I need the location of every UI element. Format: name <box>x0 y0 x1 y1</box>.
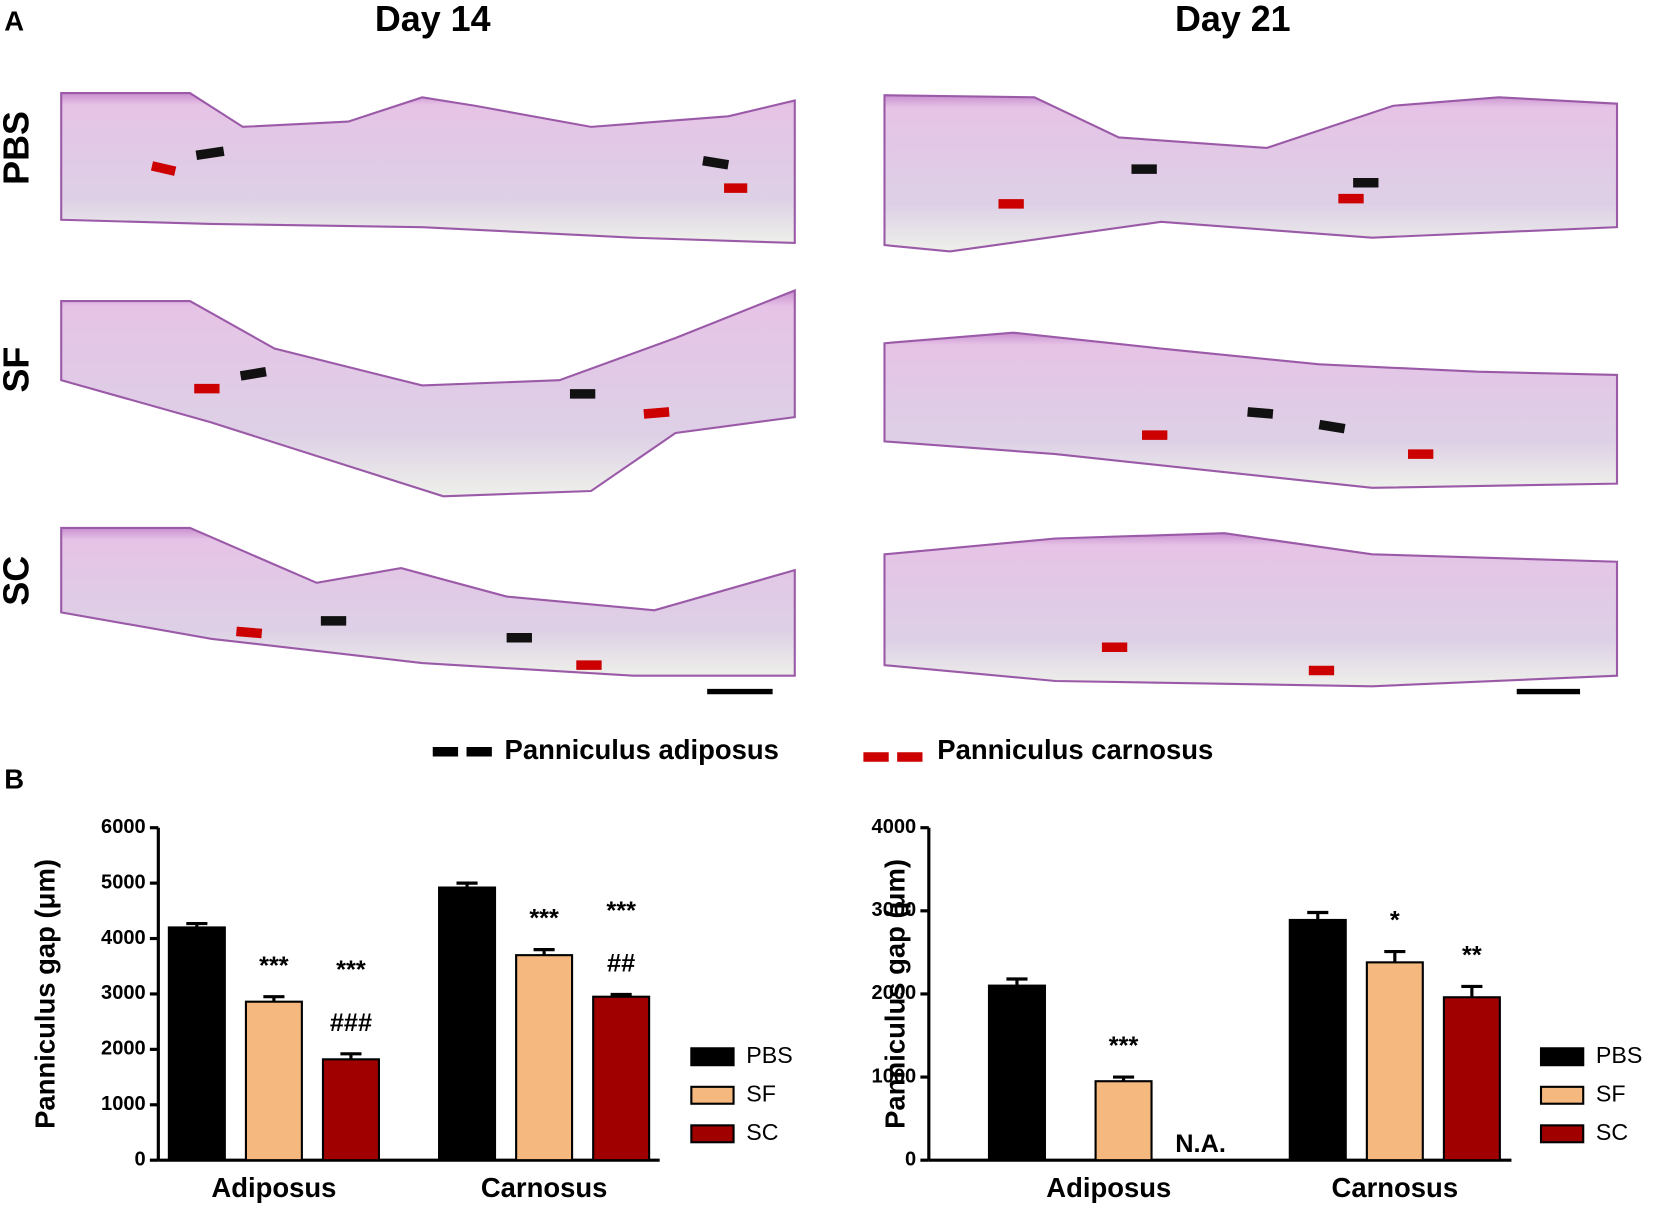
significance-label: N.A. <box>1175 1130 1226 1158</box>
row-label: SF <box>0 347 36 393</box>
tissue-image <box>883 532 1619 688</box>
error-bar <box>1307 910 1329 920</box>
error-bar <box>610 992 632 997</box>
y-tick-label: 0 <box>135 1148 146 1170</box>
error-bar <box>263 995 285 1002</box>
y-tick-label: 5000 <box>101 871 146 893</box>
significance-label: ## <box>607 950 635 978</box>
arrow <box>239 367 267 381</box>
bar <box>515 954 574 1162</box>
bar <box>244 1000 303 1162</box>
bar <box>1365 961 1424 1162</box>
arrow <box>643 407 670 419</box>
arrow <box>195 146 225 161</box>
x-tick-label: Adiposus <box>1046 1172 1171 1203</box>
x-tick-label: Adiposus <box>211 1172 336 1203</box>
y-axis-label: Panniculus gap (μm) <box>879 859 910 1129</box>
legend-swatch <box>1539 1085 1585 1105</box>
error-bar <box>1006 977 1028 986</box>
arrow <box>702 155 730 170</box>
y-tick-label: 1000 <box>872 1065 917 1087</box>
bar <box>438 886 497 1162</box>
histology <box>60 92 1619 688</box>
x-tick-label: Carnosus <box>481 1172 608 1203</box>
error-bar <box>186 921 208 928</box>
legend-label: PBS <box>1596 1042 1642 1068</box>
tissue-image <box>883 94 1619 253</box>
y-tick-label: 3000 <box>872 899 917 921</box>
column-title: Day 21 <box>1175 0 1291 39</box>
bar <box>321 1058 380 1162</box>
error-bar <box>340 1052 362 1060</box>
bar <box>1288 918 1347 1162</box>
legend-swatch <box>690 1085 735 1105</box>
significance-label: ** <box>1462 942 1482 970</box>
significance-label: * <box>1390 907 1400 935</box>
y-tick-label: 3000 <box>101 982 146 1004</box>
legend-label: SC <box>746 1119 778 1145</box>
tissue-image <box>60 526 796 677</box>
bar <box>1442 996 1501 1162</box>
y-tick-label: 1000 <box>101 1093 146 1115</box>
tissue-image <box>60 92 796 245</box>
x-tick-label: Carnosus <box>1332 1172 1459 1203</box>
y-tick-label: 0 <box>905 1148 916 1170</box>
bar <box>1094 1080 1153 1162</box>
row-label: SC <box>0 556 36 606</box>
legend-swatch <box>1539 1124 1585 1144</box>
error-bar <box>1384 949 1406 963</box>
arrow <box>150 161 177 176</box>
legend-label: SF <box>1596 1080 1626 1106</box>
significance-label: *** <box>259 952 289 980</box>
y-tick-label: 4000 <box>101 927 146 949</box>
error-bar <box>1113 1075 1135 1082</box>
legend-label: SC <box>1596 1119 1628 1145</box>
column-title: Day 14 <box>375 0 491 39</box>
arrow <box>1318 419 1346 434</box>
legend-swatch <box>1539 1047 1585 1067</box>
legend-label: SF <box>746 1080 776 1106</box>
tissue-image <box>60 288 796 498</box>
y-tick-label: 6000 <box>101 816 146 838</box>
histology-arrows <box>150 146 1581 762</box>
bar <box>987 984 1046 1162</box>
significance-label: *** <box>336 956 366 984</box>
significance-label: ### <box>330 1009 372 1037</box>
error-bar <box>1461 984 1483 998</box>
arrow <box>1247 407 1274 419</box>
arrow-legend: Panniculus carnosus <box>937 734 1213 765</box>
error-bar <box>456 881 478 888</box>
y-axis-label: Panniculus gap (μm) <box>30 859 61 1129</box>
bar <box>592 995 651 1162</box>
y-tick-label: 2000 <box>872 982 917 1004</box>
panel-label: B <box>4 764 24 795</box>
row-label: PBS <box>0 111 36 185</box>
error-bar <box>533 948 555 956</box>
arrow <box>236 626 263 639</box>
arrow-legend: Panniculus adiposus <box>505 734 779 765</box>
significance-label: *** <box>529 905 559 933</box>
legend-swatch <box>690 1047 735 1067</box>
significance-label: *** <box>1109 1032 1139 1060</box>
significance-label: *** <box>606 897 636 925</box>
y-tick-label: 4000 <box>872 816 917 838</box>
y-tick-label: 2000 <box>101 1038 146 1060</box>
panel-label: A <box>4 6 24 37</box>
bar <box>167 926 226 1162</box>
legend-swatch <box>690 1124 735 1144</box>
legend-label: PBS <box>746 1042 792 1068</box>
